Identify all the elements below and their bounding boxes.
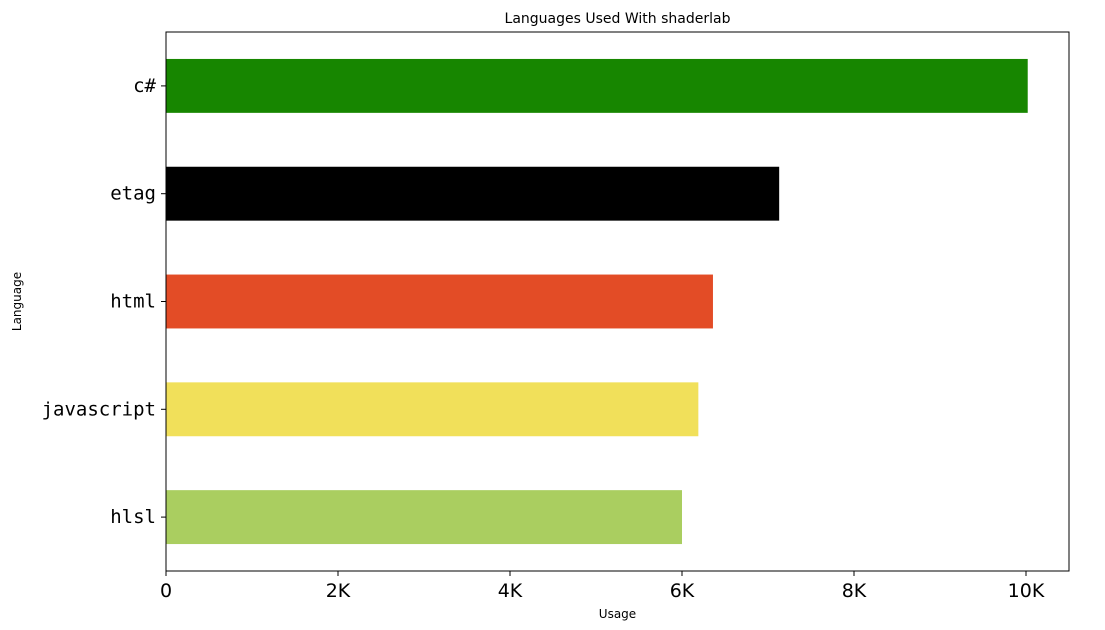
chart-title: Languages Used With shaderlab xyxy=(505,11,731,27)
x-tick-label: 10K xyxy=(1008,580,1045,602)
plot-frame xyxy=(165,31,1070,572)
x-axis-label: Usage xyxy=(599,607,636,621)
y-axis-label: Language xyxy=(10,272,24,331)
y-tick-label: c# xyxy=(133,75,156,97)
x-tick-label: 4K xyxy=(498,580,523,602)
x-tick-label: 8K xyxy=(842,580,867,602)
bar-c# xyxy=(166,58,1028,113)
y-tick-label: html xyxy=(110,291,156,313)
bar-etag xyxy=(166,166,780,221)
y-tick-label: etag xyxy=(110,183,156,205)
bar-javascript xyxy=(166,382,699,437)
bars-group xyxy=(166,58,1028,545)
bar-hlsl xyxy=(166,490,682,545)
y-tick-label: javascript xyxy=(42,398,156,420)
bar-html xyxy=(166,274,713,329)
y-tick-label: hlsl xyxy=(110,506,156,528)
x-tick-label: 0 xyxy=(160,580,172,602)
x-tick-label: 2K xyxy=(326,580,351,602)
x-axis-ticks: 0 2K 4K 6K 8K 10K xyxy=(160,571,1045,602)
y-axis-ticks: c# etag html javascript hlsl xyxy=(42,75,166,528)
x-tick-label: 6K xyxy=(670,580,695,602)
